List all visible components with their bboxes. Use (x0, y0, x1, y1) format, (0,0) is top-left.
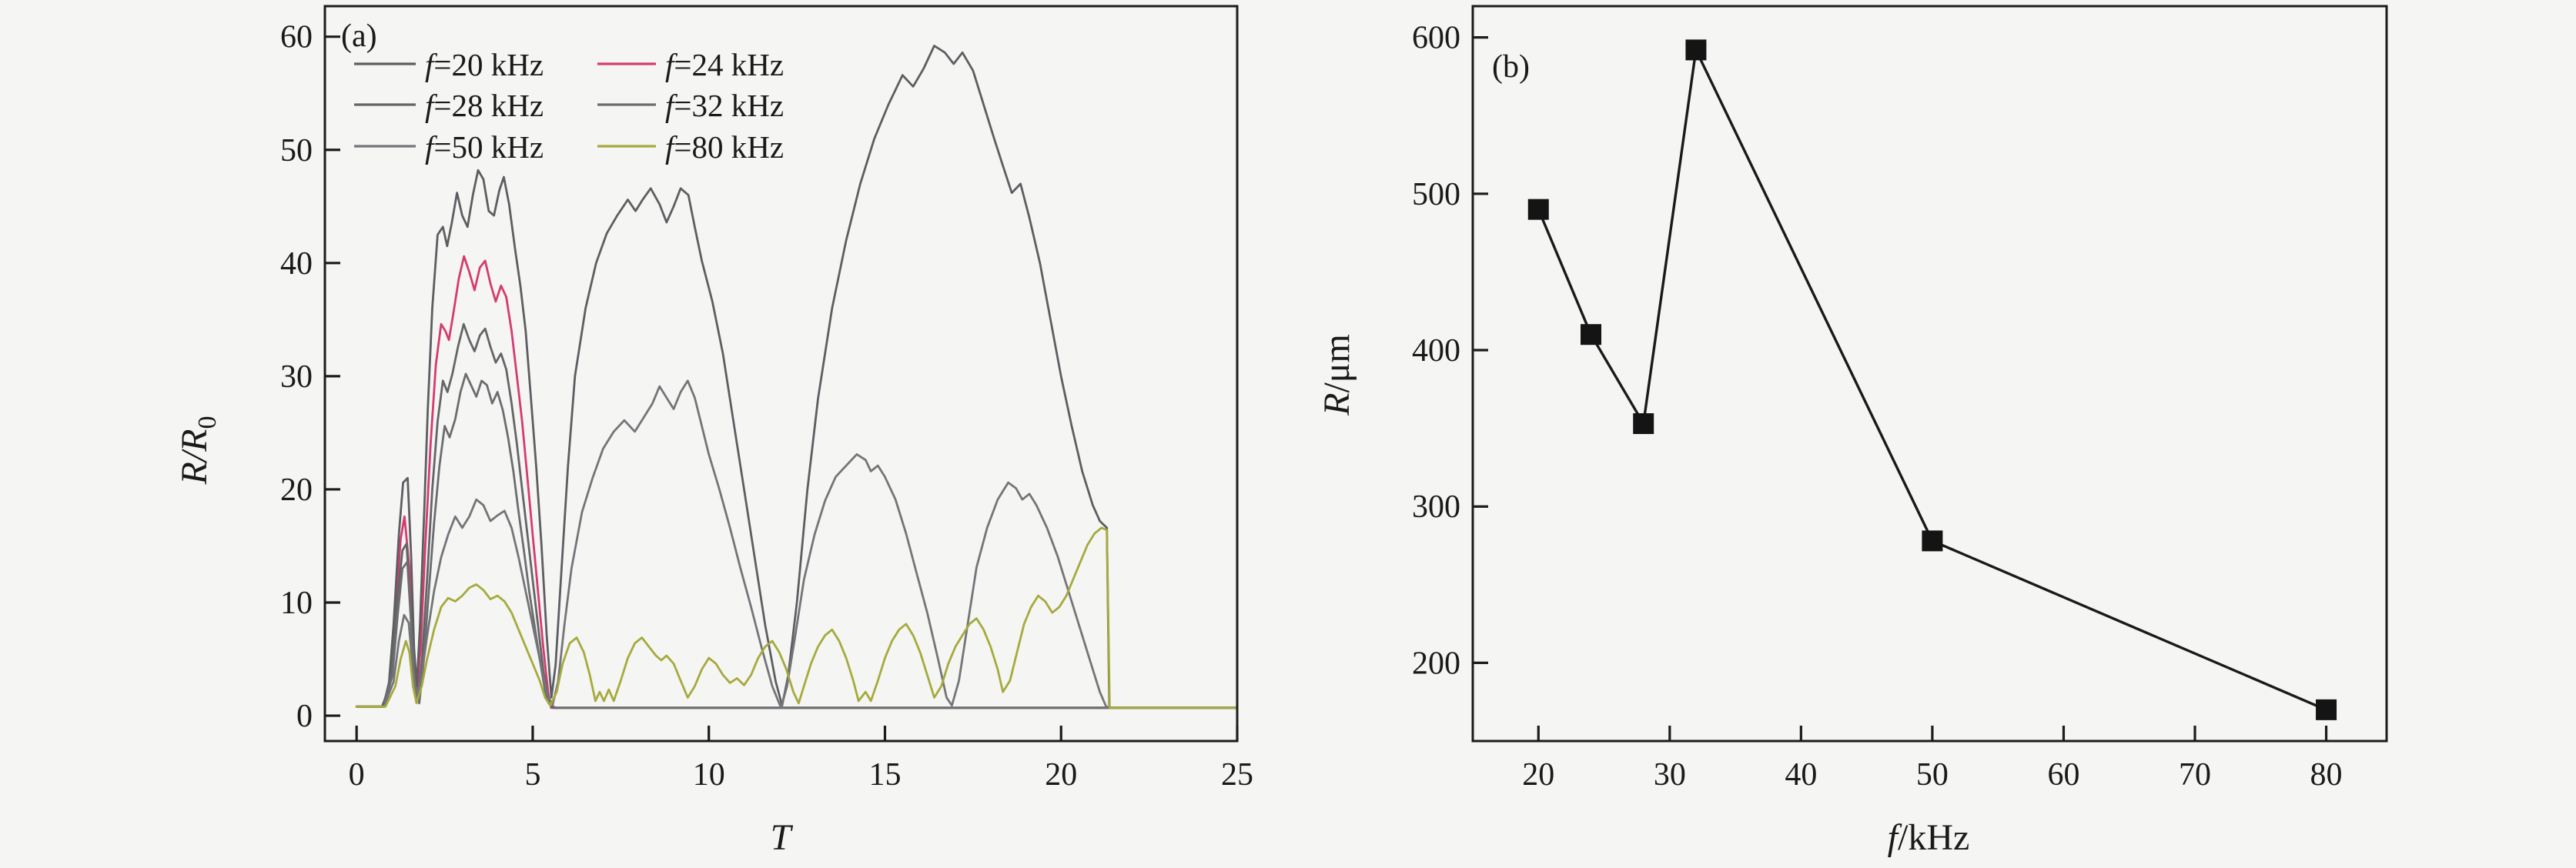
x-tick-label: 25 (1221, 757, 1253, 793)
plot-frame (1471, 5, 2388, 743)
x-tick-label: 5 (524, 757, 540, 793)
data-point-square (1685, 39, 1707, 61)
legend-label: f=32 kHz (665, 88, 784, 123)
data-point-square (1527, 199, 1549, 220)
y-tick-label: 500 (1412, 177, 1460, 212)
y-tick-label: 20 (280, 472, 313, 508)
legend-label-rest: =50 kHz (433, 129, 544, 165)
series-curve-f80kHz (355, 526, 1239, 709)
series-curve-f20kHz (355, 45, 1239, 709)
x-tick-label: 20 (1522, 757, 1554, 793)
x-tick-label: 0 (349, 757, 365, 793)
legend-label: f=28 kHz (425, 88, 544, 123)
legend-label-rest: =28 kHz (433, 88, 544, 123)
x-tick-label: 60 (2047, 757, 2079, 793)
data-point-square (1633, 413, 1654, 435)
panel-b-xaxis-title: f/kHz (1888, 817, 1970, 858)
y-tick-label: 50 (280, 133, 313, 169)
legend-label: f=24 kHz (665, 47, 784, 82)
y-tick-label: 10 (280, 586, 313, 621)
panel-a-yaxis-title-main: R/R (174, 429, 215, 486)
y-tick-label: 600 (1412, 21, 1460, 56)
y-tick-label: 300 (1412, 489, 1460, 525)
data-point-square (1922, 530, 1943, 552)
y-tick-label: 30 (280, 359, 313, 395)
x-tick-label: 10 (693, 757, 725, 793)
x-tick-label: 70 (2179, 757, 2211, 793)
x-tick-label: 80 (2310, 757, 2343, 793)
x-tick-label: 15 (868, 757, 901, 793)
series-curve-f32kHz (355, 372, 1239, 709)
panel-b-yaxis-title-rest: /μm (1316, 334, 1357, 392)
legend: f=20 kHz f=24 kHz f=28 kHz f=32 kHz f=50 kHz… (354, 47, 784, 165)
panel-a-yaxis-title: R/R0 (174, 416, 222, 486)
y-tick-label: 400 (1412, 333, 1460, 369)
y-tick-label: 0 (296, 699, 313, 734)
panel-b-xaxis-title-rest: /kHz (1898, 817, 1969, 858)
panel-b-yaxis-title: R/μm (1316, 334, 1357, 416)
legend-label: f=80 kHz (665, 129, 784, 165)
legend-label: f=20 kHz (425, 47, 544, 82)
y-axis-ticks: 0 10 20 30 40 50 60 (280, 20, 340, 734)
y-axis-ticks: 200 300 400 500 600 (1412, 21, 1488, 681)
x-tick-label: 40 (1785, 757, 1817, 793)
series-curves (355, 45, 1239, 709)
y-tick-label: 60 (280, 20, 313, 55)
series-curve-f50kHz (355, 379, 1239, 709)
legend-label-rest: =20 kHz (433, 47, 544, 82)
x-tick-label: 30 (1654, 757, 1686, 793)
panel-a-plot: f=20 kHz f=24 kHz f=28 kHz f=32 kHz f=50 kHz… (280, 5, 1253, 793)
x-tick-label: 50 (1916, 757, 1949, 793)
panel-a-letter: (a) (341, 18, 377, 54)
panel-b-plot: 20 30 40 50 60 70 80 200 300 400 500 600 (1412, 5, 2388, 793)
plot-frame (323, 5, 1239, 743)
x-axis-ticks: 0 5 10 15 20 25 (349, 726, 1253, 793)
scatter-markers (1527, 39, 2337, 720)
series-curve-f24kHz (355, 255, 1239, 709)
data-point-square (1580, 324, 1601, 346)
x-axis-ticks: 20 30 40 50 60 70 80 (1522, 726, 2343, 793)
panel-b-letter: (b) (1492, 49, 1530, 85)
legend-label: f=50 kHz (425, 129, 544, 165)
y-tick-label: 200 (1412, 646, 1460, 681)
legend-label-rest: =80 kHz (674, 129, 784, 165)
scatter-connecting-line (1537, 45, 2327, 711)
legend-label-rest: =24 kHz (674, 47, 784, 82)
legend-label-rest: =32 kHz (674, 88, 784, 123)
x-tick-label: 20 (1045, 757, 1077, 793)
y-tick-label: 40 (280, 246, 313, 282)
data-point-square (2316, 699, 2337, 720)
panel-a-yaxis-title-sub: 0 (193, 416, 222, 429)
panel-b-yaxis-title-italic: R (1316, 393, 1357, 416)
panel-a-xaxis-title: T (771, 817, 794, 858)
